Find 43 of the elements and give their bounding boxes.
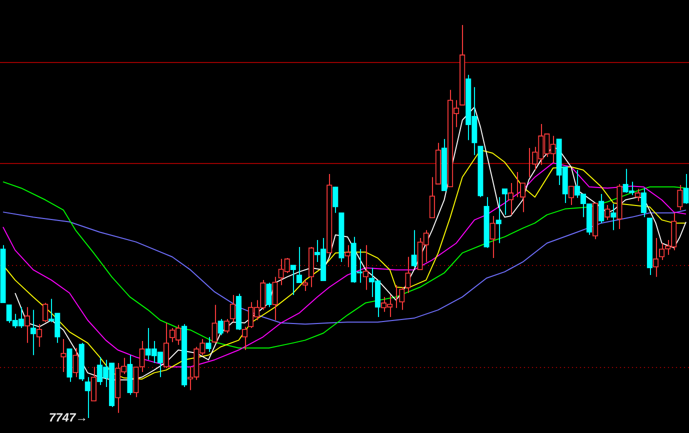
candlestick <box>272 276 278 321</box>
candlestick <box>520 182 526 213</box>
candlestick <box>362 244 368 290</box>
candlestick <box>652 238 659 278</box>
candlestick <box>344 244 350 268</box>
candlestick <box>411 230 417 268</box>
candlestick <box>496 196 502 244</box>
candlestick <box>296 246 302 284</box>
candlestick <box>266 282 272 308</box>
candlestick <box>72 348 78 378</box>
candlestick <box>36 324 42 348</box>
candlestick <box>218 318 224 336</box>
candlestick <box>502 188 508 216</box>
candlestick <box>302 280 308 292</box>
candlestick <box>90 366 97 402</box>
candlestick <box>405 256 411 294</box>
candlestick <box>30 309 36 356</box>
candlestick <box>658 242 665 261</box>
candlestick <box>490 216 496 259</box>
candlestick <box>42 302 48 323</box>
candlestick <box>640 188 646 218</box>
candlestick <box>206 336 212 352</box>
candlestick <box>24 306 30 344</box>
candlestick <box>610 203 616 231</box>
candlestick <box>212 304 218 344</box>
candlestick <box>508 182 514 216</box>
candlestick <box>568 186 574 206</box>
candlestick <box>84 376 90 418</box>
annotation: 7747→ <box>48 410 88 424</box>
candlestick <box>677 184 683 211</box>
candlestick <box>604 204 610 220</box>
candlestick <box>163 322 170 369</box>
candlestick <box>224 318 230 334</box>
candlestick <box>399 286 405 310</box>
candlestick <box>139 340 145 373</box>
candlestick <box>683 173 689 204</box>
candlestick <box>332 186 338 214</box>
candlestick <box>634 188 640 202</box>
candlestick <box>429 176 435 218</box>
candlestick <box>60 338 66 373</box>
candlestick <box>242 326 248 351</box>
candlestick <box>230 294 236 323</box>
candlestick <box>598 193 604 224</box>
